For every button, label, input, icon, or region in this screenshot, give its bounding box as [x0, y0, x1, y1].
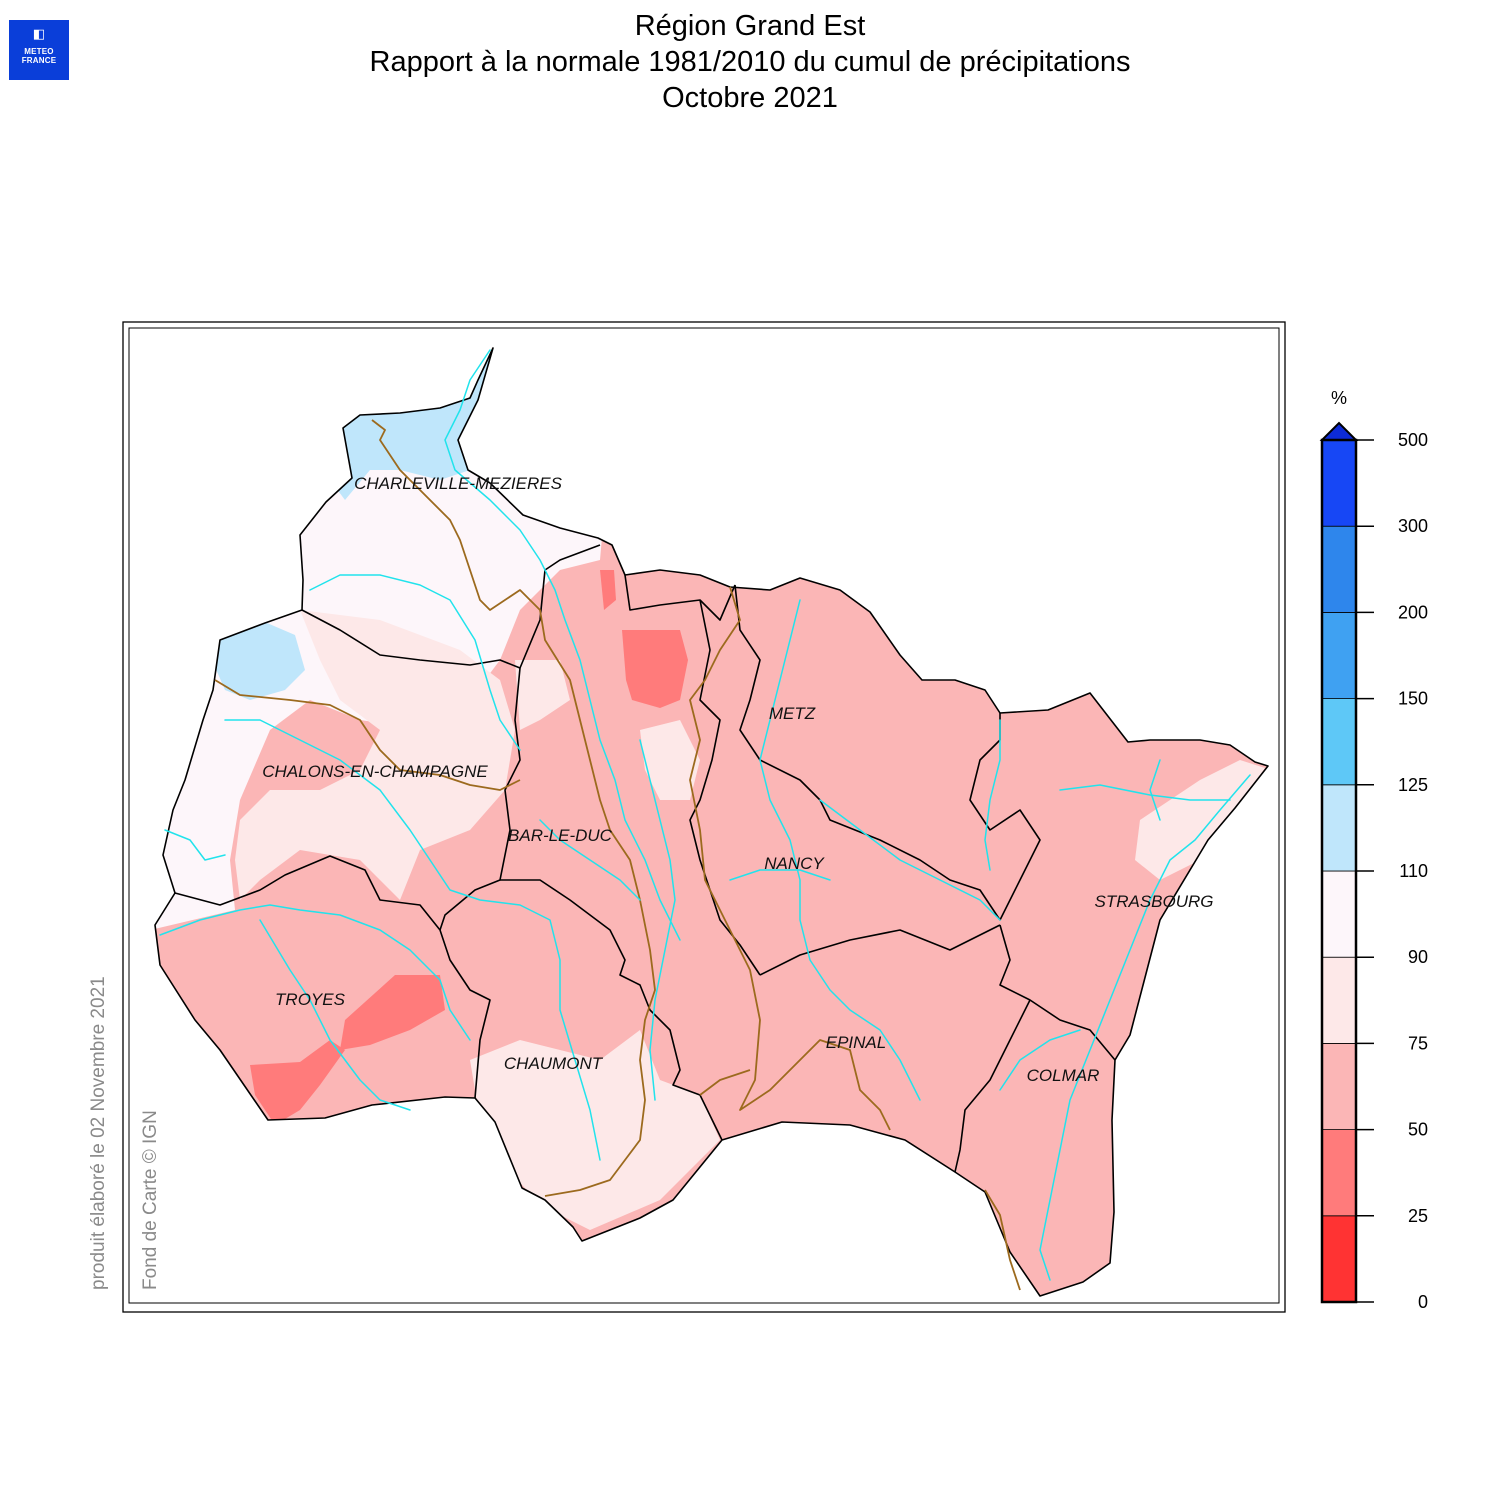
river-aisne [309, 574, 521, 751]
city-label-metz: METZ [769, 704, 816, 723]
river-zorn [1149, 759, 1161, 821]
border-ardennes-marne [301, 569, 546, 669]
border-moselle-basrhin [969, 713, 1041, 921]
logo-mark-icon: ◧ [32, 27, 46, 42]
basin-line-south [699, 1069, 751, 1096]
legend-band-75-90 [1321, 956, 1357, 1044]
area-25-50-meuse-north [622, 630, 688, 708]
river-aube [159, 904, 471, 1041]
map-title-region: Région Grand Est [634, 10, 866, 42]
border-marne-aube [174, 855, 441, 931]
river-rhine [1039, 774, 1251, 1281]
legend-band-200-300 [1321, 525, 1357, 613]
logo-text-line2: FRANCE [21, 56, 57, 65]
river-meurthe [819, 799, 1001, 921]
legend-band-50-75 [1321, 1043, 1357, 1131]
legend-unit: % [1331, 388, 1347, 408]
area-25-50-spot [600, 570, 616, 610]
border-moselle-meurtheetmoselle [734, 584, 1001, 921]
legend-band-0-25 [1321, 1215, 1357, 1303]
legend-tick-label-150: 150 [1398, 689, 1428, 709]
city-label-troyes: TROYES [275, 990, 346, 1009]
region-outline [154, 347, 1269, 1297]
area-110-125-marne [212, 620, 305, 700]
legend-band-110-125 [1321, 784, 1357, 872]
legend-band-300-500 [1321, 439, 1357, 527]
legend-band-125-150 [1321, 698, 1357, 786]
legend-tick-label-300: 300 [1398, 516, 1428, 536]
city-label-chaumont: CHAUMONT [504, 1054, 604, 1073]
legend-band-90-110 [1321, 870, 1357, 958]
area-25-50-troyes-east [340, 975, 445, 1050]
map-frame-inner [128, 327, 1280, 1304]
river-ill [999, 1029, 1081, 1091]
river-moder [1059, 784, 1231, 801]
legend-tick-label-50: 50 [1408, 1120, 1428, 1140]
area-75-90-south [470, 1030, 720, 1230]
legend-bands [1321, 439, 1357, 1303]
legend-outline [1320, 438, 1358, 1304]
legend-band-150-200 [1321, 612, 1357, 700]
border-mm-vosges [759, 924, 1001, 976]
river-meuse [444, 349, 681, 941]
legend-tick-label-200: 200 [1398, 602, 1428, 622]
colour-legend: % 0 25 50 75 90 110 125 150 200 300 500 [1319, 388, 1428, 1312]
area-75-90-meuse [640, 720, 700, 800]
basin-boundaries [214, 419, 1021, 1291]
legend-ticks: 0 25 50 75 90 110 125 150 200 300 500 [1356, 430, 1428, 1312]
city-label-bar-le-duc: BAR-LE-DUC [508, 826, 613, 845]
legend-overflow-arrow [1319, 421, 1359, 441]
legend-tick-label-25: 25 [1408, 1206, 1428, 1226]
legend-tick-label-110: 110 [1399, 861, 1428, 881]
city-label-charleville-mezieres: CHARLEVILLE-MEZIERES [354, 474, 562, 493]
department-borders [154, 347, 1269, 1297]
basin-line-moselle-meuse [689, 586, 891, 1131]
border-vosges-hautrhin [954, 999, 1031, 1173]
border-meuse-meurtheetmoselle [689, 599, 761, 976]
city-label-nancy: NANCY [764, 854, 825, 873]
legend-tick-label-500: 500 [1398, 430, 1428, 450]
legend-tick-label-0: 0 [1418, 1292, 1428, 1312]
rivers [159, 349, 1251, 1281]
map-frame-outer [122, 321, 1286, 1313]
city-label-chalons-en-champagne: CHALONS-EN-CHAMPAGNE [262, 762, 488, 781]
city-labels: CHARLEVILLE-MEZIERES CHALONS-EN-CHAMPAGN… [262, 474, 1213, 1085]
basin-line-southeast [984, 1189, 1021, 1291]
map-title-description: Rapport à la normale 1981/2010 du cumul … [369, 46, 1131, 78]
area-75-90-alsace [1135, 760, 1265, 880]
river-seine [259, 919, 411, 1111]
legend-tick-label-75: 75 [1408, 1033, 1428, 1053]
area-75-90-champagne [235, 610, 515, 900]
precipitation-field [155, 348, 1268, 1296]
city-label-epinal: EPINAL [826, 1033, 886, 1052]
river-ornain [539, 819, 641, 901]
logo-text-line1: METEO [24, 47, 54, 56]
basin-line-champagne [214, 679, 521, 791]
river-marne [224, 719, 601, 1161]
border-meuse-hautemarne-vosges [500, 879, 723, 1141]
border-meuse-mm-north [624, 574, 736, 621]
city-label-strasbourg: STRASBOURG [1094, 892, 1213, 911]
river-meuse-upper [639, 739, 676, 1101]
map-title-period: Octobre 2021 [662, 82, 838, 114]
basin-line-meuse-seine [371, 419, 656, 1197]
area-75-90-argonne [515, 660, 570, 730]
city-label-colmar: COLMAR [1027, 1066, 1100, 1085]
river-madon [729, 869, 831, 881]
map-title-block: Région Grand Est Rapport à la normale 19… [200, 8, 1300, 116]
border-marne-meuse [439, 667, 521, 931]
river-sarre [984, 719, 1001, 871]
legend-tick-label-90: 90 [1408, 947, 1428, 967]
border-aube-hautemarne [439, 929, 491, 1099]
river-moselle [759, 599, 921, 1101]
area-25-50-troyes-south [250, 1040, 345, 1125]
legend-band-25-50 [1321, 1129, 1357, 1217]
meteo-france-logo: ◧ METEO FRANCE [9, 20, 69, 80]
border-ardennes-meuse [544, 544, 601, 571]
legend-tick-label-125: 125 [1398, 775, 1428, 795]
river-vesle [164, 829, 226, 861]
